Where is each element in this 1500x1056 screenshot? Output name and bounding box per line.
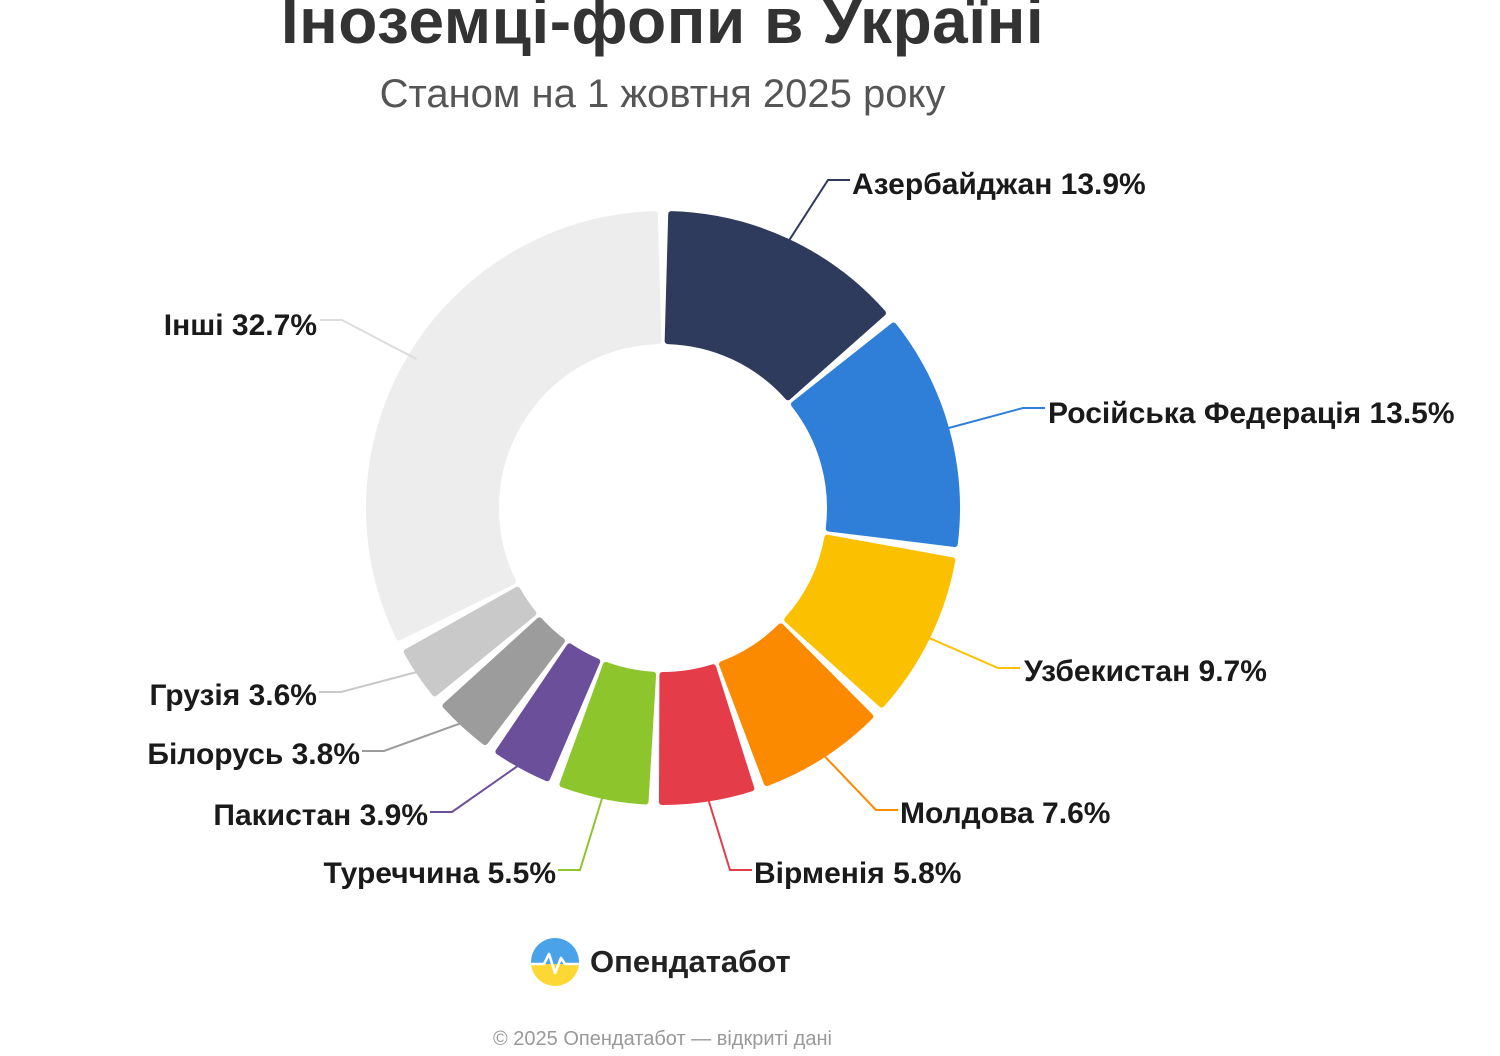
- donut-segment-російська-федерація: [790, 322, 960, 548]
- leader-line-вірменія: [705, 792, 752, 871]
- leader-line-узбекистан: [921, 633, 1020, 669]
- donut-segment-туреччина: [559, 661, 657, 805]
- leader-line-білорусь: [362, 719, 469, 752]
- donut-segment-пакистан: [495, 643, 601, 782]
- donut-segment-вірменія: [658, 664, 755, 805]
- leader-line-російська-федерація: [940, 407, 1045, 432]
- data-label-білорусь: Білорусь 3.8%: [147, 738, 360, 771]
- data-label-молдова: Молдова 7.6%: [900, 797, 1110, 830]
- donut-segment-молдова: [718, 623, 874, 787]
- brand-name: Опендатабот: [590, 944, 791, 979]
- data-label-туреччина: Туреччина 5.5%: [323, 857, 556, 890]
- data-label-вірменія: Вірменія 5.8%: [754, 857, 961, 890]
- data-label-пакистан: Пакистан 3.9%: [213, 799, 428, 832]
- data-label-грузія: Грузія 3.6%: [149, 679, 317, 712]
- leader-line-азербайджан: [783, 179, 850, 248]
- donut-segment-азербайджан: [664, 211, 886, 401]
- brand-logo: Опендатабот: [530, 936, 791, 988]
- donut-segment-узбекистан: [784, 534, 956, 708]
- donut-segment-грузія: [403, 586, 537, 697]
- donut-segment-білорусь: [442, 617, 565, 746]
- leader-line-молдова: [818, 749, 898, 811]
- data-label-узбекистан: Узбекистан 9.7%: [1024, 655, 1267, 688]
- leader-line-туреччина: [558, 789, 606, 871]
- data-label-азербайджан: Азербайджан 13.9%: [852, 168, 1146, 201]
- opendatabot-logo-icon: [531, 938, 579, 986]
- donut-segment-інші: [366, 211, 662, 641]
- data-label-російська-федерація: Російська Федерація 13.5%: [1048, 397, 1455, 430]
- chart-title: Іноземці-фопи в Україні: [280, 0, 1045, 57]
- leader-line-інші: [320, 319, 417, 360]
- footer-copyright: © 2025 Опендатабот — відкриті дані: [493, 1028, 832, 1050]
- leader-line-грузія: [319, 668, 426, 693]
- chart-subtitle: Станом на 1 жовтня 2025 року: [379, 72, 946, 116]
- leader-line-пакистан: [430, 759, 526, 813]
- data-label-інші: Інші 32.7%: [164, 309, 317, 342]
